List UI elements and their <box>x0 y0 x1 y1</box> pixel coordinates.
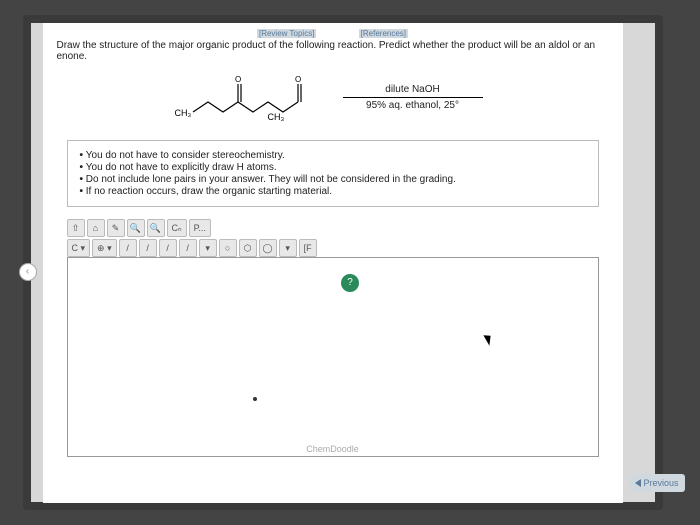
screen-area: ‹ [Review Topics] [References] Draw the … <box>23 15 663 510</box>
tool-ring-1[interactable]: ○ <box>219 239 237 257</box>
starting-material: O O CH₃ CH₃ <box>183 72 323 122</box>
top-links: [Review Topics] [References] <box>57 29 609 38</box>
collapse-toggle[interactable]: ‹ <box>19 263 37 281</box>
previous-button[interactable]: Previous <box>629 474 684 492</box>
chemdoodle-label: ChemDoodle <box>306 444 359 454</box>
reaction-area: O O CH₃ CH₃ dilute NaOH 95% aq. ethanol,… <box>57 72 609 122</box>
ch3-right-label: CH₃ <box>268 112 285 122</box>
instructions-list: You do not have to consider stereochemis… <box>80 150 586 197</box>
monitor-frame: ‹ [Review Topics] [References] Draw the … <box>0 0 700 525</box>
reagents: dilute NaOH 95% aq. ethanol, 25° <box>343 84 483 111</box>
ch3-left-label: CH₃ <box>175 108 192 118</box>
question-text: Draw the structure of the major organic … <box>57 40 609 62</box>
tool-bond-3[interactable]: / <box>159 239 177 257</box>
instruction-item: You do not have to explicitly draw H ato… <box>80 162 586 173</box>
tool-pencil[interactable]: ✎ <box>107 219 125 237</box>
tool-bond-4[interactable]: / <box>179 239 197 257</box>
tool-ring-more[interactable]: ▾ <box>279 239 297 257</box>
instruction-item: You do not have to consider stereochemis… <box>80 150 586 161</box>
toolbar-row-1: ⇧ ⌂ ✎ 🔍 🔍 Cₙ P... <box>67 219 599 237</box>
tool-p[interactable]: P... <box>189 219 211 237</box>
tool-bond-1[interactable]: / <box>119 239 137 257</box>
instruction-item: If no reaction occurs, draw the organic … <box>80 186 586 197</box>
tool-bond-2[interactable]: / <box>139 239 157 257</box>
review-topics-link[interactable]: [Review Topics] <box>257 29 316 38</box>
tool-charge[interactable]: ⊕ ▾ <box>92 239 117 257</box>
tool-zoom-in[interactable]: 🔍 <box>127 219 145 237</box>
content-panel: [Review Topics] [References] Draw the st… <box>43 23 623 503</box>
reaction-arrow <box>343 97 483 98</box>
tool-bond-more[interactable]: ▾ <box>199 239 217 257</box>
tool-element[interactable]: C ▾ <box>67 239 91 257</box>
tool-f[interactable]: [F <box>299 239 317 257</box>
instruction-item: Do not include lone pairs in your answer… <box>80 174 586 185</box>
tool-cn[interactable]: Cₙ <box>167 219 187 237</box>
tool-ring-2[interactable]: ⬡ <box>239 239 257 257</box>
tool-zoom-out[interactable]: 🔍 <box>147 219 165 237</box>
reagent-top: dilute NaOH <box>343 84 483 95</box>
prev-label: Previous <box>643 478 678 488</box>
tool-ring-3[interactable]: ◯ <box>259 239 277 257</box>
canvas-dot <box>253 397 257 401</box>
reagent-bottom: 95% aq. ethanol, 25° <box>343 100 483 111</box>
tool-home[interactable]: ⌂ <box>87 219 105 237</box>
help-badge[interactable]: ? <box>341 274 359 292</box>
svg-text:O: O <box>235 75 241 84</box>
toolbar-row-2: C ▾ ⊕ ▾ / / / / ▾ ○ ⬡ ◯ ▾ [F <box>67 239 599 257</box>
chevron-left-icon <box>635 479 641 487</box>
drawing-canvas[interactable]: ? ChemDoodle <box>67 257 599 457</box>
instructions-box: You do not have to consider stereochemis… <box>67 140 599 207</box>
references-link[interactable]: [References] <box>359 29 408 38</box>
tool-undo[interactable]: ⇧ <box>67 219 85 237</box>
svg-text:O: O <box>295 75 301 84</box>
